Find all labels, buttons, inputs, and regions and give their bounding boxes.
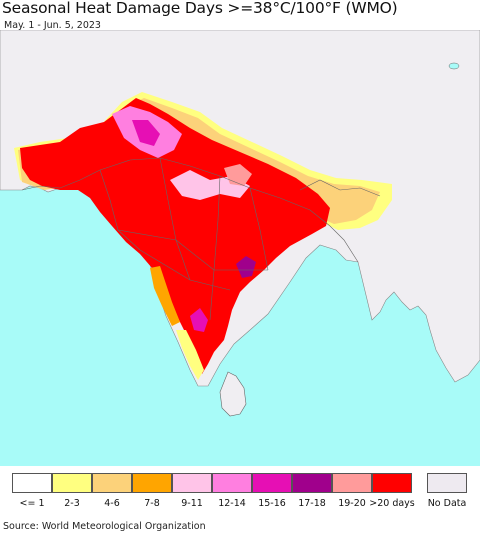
legend-label: 2-3 — [64, 498, 80, 509]
region-15-16-days-south — [190, 308, 208, 332]
legend-swatch-12-14 — [212, 473, 252, 493]
map-date-range: May. 1 - Jun. 5, 2023 — [4, 20, 101, 31]
legend-swatch-4-6 — [92, 473, 132, 493]
legend-swatch-7-8 — [132, 473, 172, 493]
source-note: Source: World Meteorological Organizatio… — [3, 521, 206, 532]
borders — [21, 157, 381, 321]
legend-label: 19-20 — [338, 498, 366, 509]
legend-swatch-2-3 — [52, 473, 92, 493]
sri-lanka — [219, 371, 247, 417]
map-title: Seasonal Heat Damage Days >=38°C/100°F (… — [2, 0, 398, 17]
legend-label: <= 1 — [19, 498, 45, 509]
region-15-16-days — [132, 120, 160, 146]
legend-swatch-le1 — [12, 473, 52, 493]
region-2-3-days-coast — [176, 330, 204, 380]
legend-swatch-over-20 — [372, 473, 412, 493]
legend-label: 4-6 — [104, 498, 120, 509]
legend-swatch-15-16 — [252, 473, 292, 493]
region-7-8-days — [150, 266, 180, 326]
legend-label: No Data — [427, 498, 467, 509]
legend: <= 1 2-3 4-6 7-8 9-11 12-14 15-16 17-18 … — [12, 473, 472, 515]
legend-label: 15-16 — [258, 498, 286, 509]
legend-swatch-17-18 — [292, 473, 332, 493]
legend-label: >20 days — [369, 498, 415, 509]
region-17-18-days — [236, 256, 256, 278]
lake — [448, 62, 460, 70]
legend-label: 17-18 — [298, 498, 326, 509]
legend-swatch-19-20 — [332, 473, 372, 493]
heat-damage-map — [0, 30, 480, 466]
legend-swatch-no-data — [427, 473, 467, 493]
legend-label: 12-14 — [218, 498, 246, 509]
legend-swatch-9-11 — [172, 473, 212, 493]
legend-label: 7-8 — [144, 498, 160, 509]
legend-label: 9-11 — [181, 498, 203, 509]
